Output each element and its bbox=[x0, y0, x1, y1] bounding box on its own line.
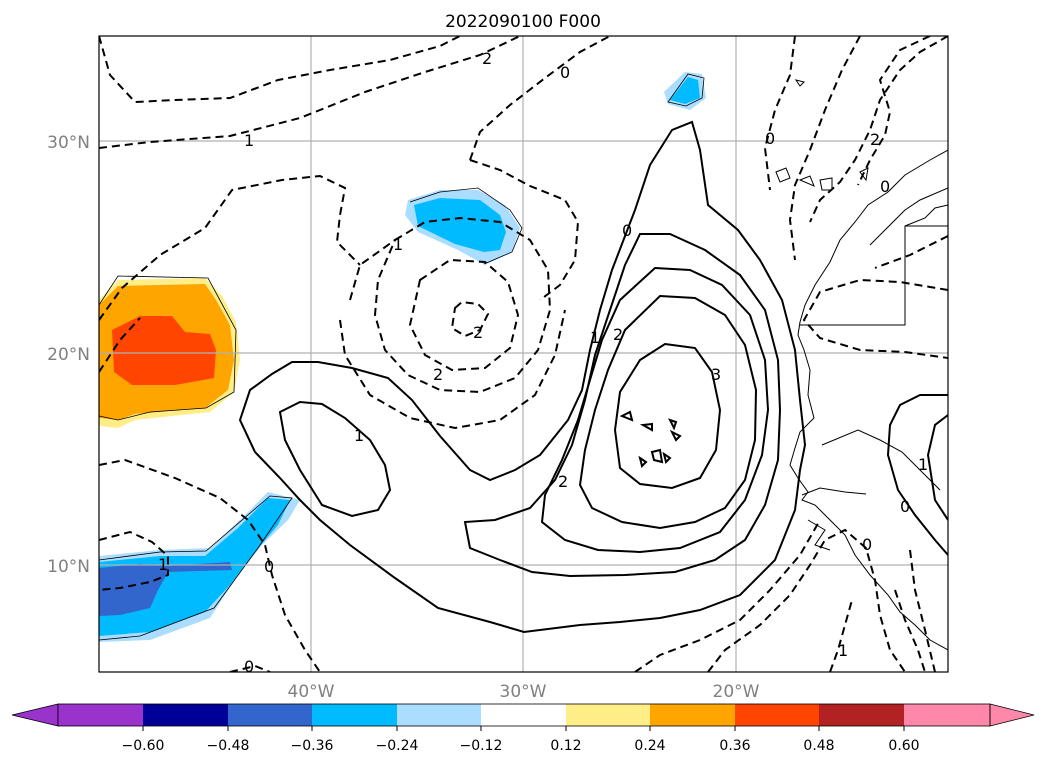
svg-text:2: 2 bbox=[482, 49, 492, 68]
longitude-labels: 40°W 30°W 20°W bbox=[288, 682, 760, 702]
svg-text:3: 3 bbox=[711, 365, 721, 384]
colorbar-tick-label: 0.48 bbox=[803, 738, 834, 754]
svg-text:30°N: 30°N bbox=[47, 133, 90, 153]
svg-text:2: 2 bbox=[558, 472, 568, 491]
colorbar-extend-low bbox=[11, 703, 59, 727]
coastlines bbox=[775, 79, 948, 651]
colorbar-seg-8 bbox=[735, 704, 819, 726]
colorbar-seg-7 bbox=[650, 704, 735, 726]
anomaly-shading bbox=[99, 72, 706, 642]
svg-text:0: 0 bbox=[622, 221, 632, 240]
svg-text:0: 0 bbox=[765, 129, 775, 148]
negative-anomaly-north-mid bbox=[670, 77, 700, 104]
negative-anomaly-center-mid bbox=[414, 198, 506, 252]
colorbar-seg-4 bbox=[397, 704, 481, 726]
anomaly-outlines bbox=[99, 73, 705, 641]
positive-contours bbox=[238, 120, 948, 634]
svg-text:0: 0 bbox=[862, 535, 872, 554]
svg-text:0: 0 bbox=[880, 177, 890, 196]
svg-text:1: 1 bbox=[393, 235, 403, 254]
colorbar-tick-label: −0.36 bbox=[291, 738, 334, 754]
negative-anomaly-strong bbox=[99, 562, 232, 616]
svg-text:2: 2 bbox=[870, 130, 880, 149]
svg-text:40°W: 40°W bbox=[288, 682, 335, 702]
svg-text:30°W: 30°W bbox=[500, 682, 547, 702]
contour-labels: 2 0 1 1 2 2 0 1 2 3 2 1 0 0 2 0 1 1 0 0 … bbox=[158, 49, 928, 676]
colorbar-tick-label: 0.24 bbox=[634, 738, 665, 754]
colorbar: −0.60 −0.48 −0.36 −0.24 −0.12 0.12 0.24 … bbox=[11, 703, 1035, 754]
svg-text:20°W: 20°W bbox=[713, 682, 760, 702]
negative-contours bbox=[99, 36, 948, 672]
svg-text:20°N: 20°N bbox=[47, 345, 90, 365]
colorbar-seg-0 bbox=[58, 704, 143, 726]
colorbar-seg-6 bbox=[566, 704, 650, 726]
colorbar-seg-1 bbox=[143, 704, 228, 726]
svg-text:0: 0 bbox=[560, 63, 570, 82]
svg-text:1: 1 bbox=[158, 555, 168, 574]
latitude-labels: 30°N 20°N 10°N bbox=[47, 133, 90, 577]
colorbar-seg-5 bbox=[481, 704, 566, 726]
svg-text:2: 2 bbox=[613, 325, 623, 344]
svg-text:0: 0 bbox=[900, 497, 910, 516]
svg-text:1: 1 bbox=[354, 426, 364, 445]
positive-anomaly-strong bbox=[112, 316, 216, 385]
colorbar-tick-label: 0.12 bbox=[550, 738, 581, 754]
svg-text:0: 0 bbox=[244, 657, 254, 676]
svg-text:1: 1 bbox=[838, 641, 848, 660]
map-gridlines bbox=[99, 36, 948, 672]
colorbar-tick-label: 0.36 bbox=[719, 738, 750, 754]
colorbar-tick-label: −0.48 bbox=[207, 738, 250, 754]
svg-text:1: 1 bbox=[244, 131, 254, 150]
svg-text:10°N: 10°N bbox=[47, 557, 90, 577]
colorbar-extend-high bbox=[989, 703, 1035, 727]
map-frame bbox=[98, 35, 949, 673]
colorbar-seg-2 bbox=[228, 704, 312, 726]
colorbar-tick-label: −0.24 bbox=[376, 738, 419, 754]
colorbar-tick-label: −0.60 bbox=[122, 738, 165, 754]
colorbar-seg-3 bbox=[312, 704, 397, 726]
svg-text:1: 1 bbox=[918, 455, 928, 474]
map-title: 2022090100 F000 bbox=[445, 12, 601, 32]
svg-text:2: 2 bbox=[433, 365, 443, 384]
svg-text:0: 0 bbox=[264, 557, 274, 576]
colorbar-seg-10 bbox=[904, 704, 990, 726]
colorbar-tick-label: −0.12 bbox=[460, 738, 503, 754]
svg-text:1: 1 bbox=[590, 328, 600, 347]
colorbar-seg-9 bbox=[819, 704, 904, 726]
svg-text:2: 2 bbox=[473, 323, 483, 342]
colorbar-tick-label: 0.60 bbox=[888, 738, 919, 754]
